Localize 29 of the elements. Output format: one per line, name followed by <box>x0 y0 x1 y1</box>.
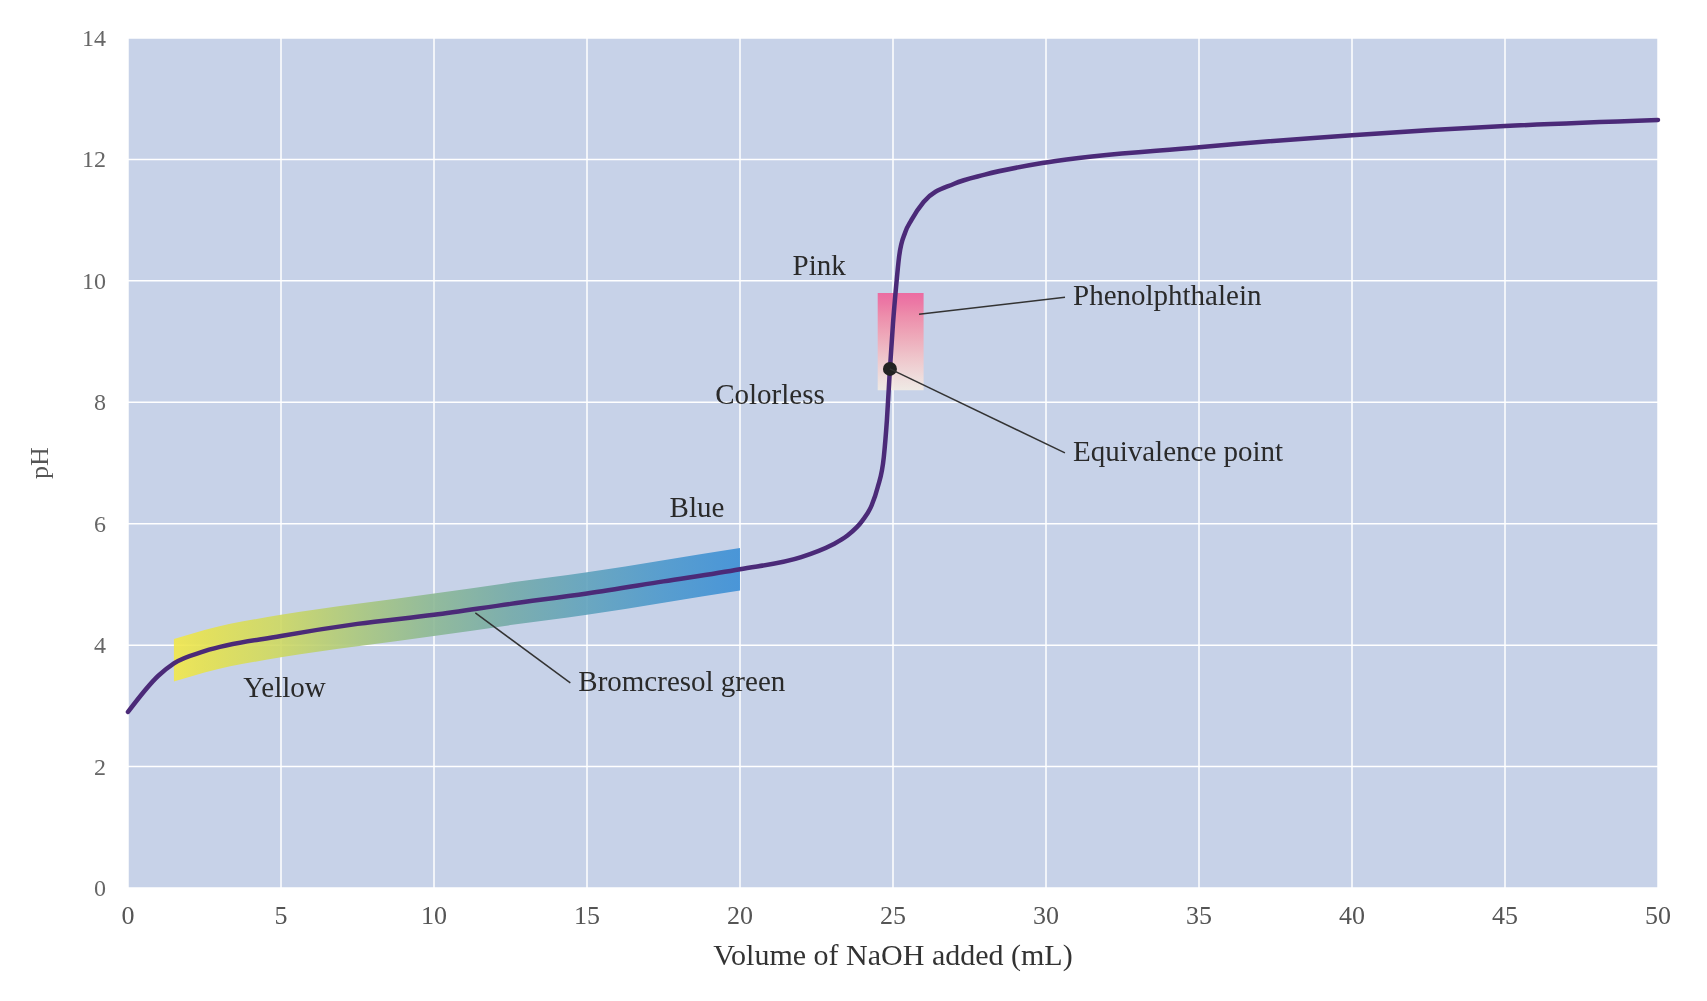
x-tick-label: 35 <box>1186 901 1212 930</box>
annotation: Yellow <box>243 671 326 704</box>
y-tick-label: 14 <box>82 25 106 51</box>
x-axis-title: Volume of NaOH added (mL) <box>713 938 1073 972</box>
annotation: Blue <box>669 491 725 524</box>
x-tick-label: 50 <box>1645 901 1671 930</box>
annotation: Colorless <box>715 378 825 411</box>
y-tick-label: 8 <box>94 389 106 416</box>
x-tick-label: 15 <box>574 901 600 930</box>
y-tick-label: 4 <box>94 632 106 659</box>
x-tick-label: 0 <box>121 901 135 930</box>
y-tick-label: 6 <box>94 510 106 537</box>
x-tick-label: 30 <box>1033 901 1059 930</box>
y-tick-label: 2 <box>94 753 106 780</box>
y-axis-title: pH <box>25 446 54 479</box>
x-tick-label: 5 <box>274 901 288 930</box>
line-series <box>125 117 1661 715</box>
y-tick-label: 12 <box>82 146 106 173</box>
annotation: Pink <box>792 249 847 281</box>
x-tick-label: 45 <box>1492 901 1518 930</box>
x-tick-label: 25 <box>880 901 906 930</box>
y-tick-label: 10 <box>82 267 106 294</box>
x-tick-label: 20 <box>727 901 753 930</box>
annotation: Equivalence point <box>1072 434 1284 467</box>
annotation: Phenolphthalein <box>1073 279 1262 312</box>
x-tick-label: 10 <box>421 901 447 930</box>
x-tick-label: 40 <box>1339 901 1365 930</box>
annotation: Bromcresol green <box>578 664 786 697</box>
y-tick-label: 0 <box>94 875 106 901</box>
